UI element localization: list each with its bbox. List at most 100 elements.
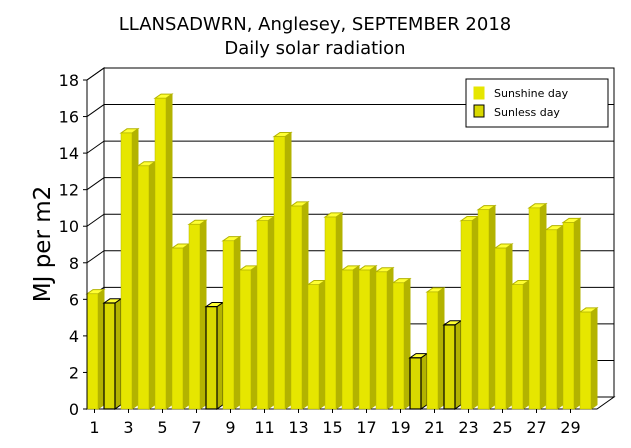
bar-side	[318, 279, 326, 410]
gridline-left	[86, 177, 105, 191]
bar-side	[250, 264, 258, 410]
bar-front	[222, 240, 235, 410]
bar-side	[97, 288, 105, 410]
bar-sunshine-day	[425, 286, 446, 410]
x-tick-label: 11	[254, 418, 274, 437]
legend-label-sunshine: Sunshine day	[494, 87, 569, 100]
bar-side	[403, 277, 411, 410]
y-tick-label: 18	[59, 71, 79, 90]
bar-sunshine-day	[221, 235, 242, 410]
bar-side	[454, 319, 462, 410]
bar-front	[324, 216, 337, 410]
legend-swatch-sunshine	[473, 86, 485, 100]
bar-side	[386, 266, 394, 410]
x-tick-label: 23	[458, 418, 478, 437]
bar-sunshine-day	[357, 264, 378, 410]
gridline-left	[86, 250, 105, 264]
bar-side	[284, 131, 292, 410]
bar-front	[460, 220, 473, 410]
bar-sunshine-day	[119, 127, 140, 410]
bar-sunshine-day	[136, 160, 157, 410]
bar-front	[545, 229, 558, 410]
legend-label-sunless: Sunless day	[494, 106, 560, 119]
bar-front	[86, 293, 99, 410]
bar-front	[528, 207, 541, 410]
bar-front	[154, 98, 167, 410]
bar-sunshine-day	[476, 204, 497, 410]
gridline-left	[86, 104, 105, 117]
bar-side	[148, 160, 156, 410]
legend-box	[465, 78, 609, 128]
bar-front	[341, 269, 354, 410]
bar-front	[409, 357, 422, 410]
bar-side	[165, 93, 173, 410]
bar-sunshine-day	[578, 306, 599, 410]
bar-front	[426, 291, 439, 410]
x-tick-label: 1	[89, 418, 99, 437]
x-tick-label: 13	[288, 418, 308, 437]
bar-front	[120, 132, 133, 410]
bar-sunshine-day	[391, 277, 412, 410]
y-tick-label: 0	[69, 400, 79, 419]
bar-sunless-day	[204, 301, 225, 410]
bar-side	[335, 211, 343, 410]
bar-front	[358, 269, 371, 410]
y-tick-label: 2	[69, 363, 79, 382]
bar-side	[233, 235, 241, 410]
gridline-left	[86, 67, 105, 81]
bar-front	[494, 247, 507, 410]
bar-side	[539, 202, 547, 410]
bar-sunshine-day	[493, 242, 514, 410]
bar-side	[573, 217, 581, 410]
bar-sunshine-day	[527, 202, 548, 410]
bar-sunless-day	[102, 297, 123, 410]
bar-sunshine-day	[544, 224, 565, 410]
bar-sunshine-day	[238, 264, 259, 410]
bar-sunless-day	[408, 352, 429, 410]
y-tick-label: 4	[69, 327, 79, 346]
bar-front	[256, 220, 269, 410]
bar-side	[471, 215, 479, 410]
bar-side	[352, 264, 360, 410]
x-tick-label: 19	[390, 418, 410, 437]
y-tick-label: 14	[59, 144, 79, 163]
bar-front	[392, 282, 405, 410]
bar-sunshine-day	[289, 200, 310, 410]
bar-side	[267, 215, 275, 410]
bar-sunshine-day	[340, 264, 361, 410]
x-tick-label: 21	[424, 418, 444, 437]
bar-sunshine-day	[272, 131, 293, 410]
bar-front	[477, 209, 490, 410]
bar-sunshine-day	[323, 211, 344, 410]
bar-front	[511, 284, 524, 410]
x-tick-label: 9	[225, 418, 235, 437]
bar-side	[488, 204, 496, 410]
bar-front	[307, 284, 320, 410]
bar-front	[205, 306, 218, 410]
x-tick-label: 5	[157, 418, 167, 437]
bar-front	[239, 269, 252, 410]
bar-sunless-day	[442, 319, 463, 410]
y-axis-label: MJ per m2	[30, 186, 56, 303]
bar-front	[188, 224, 201, 410]
bar-side	[199, 219, 207, 410]
x-tick-label: 27	[526, 418, 546, 437]
bar-sunshine-day	[561, 217, 582, 410]
y-tick-label: 16	[59, 108, 79, 127]
y-tick-label: 10	[59, 217, 79, 236]
y-tick-label: 6	[69, 290, 79, 309]
bar-side	[369, 264, 377, 410]
bar-sunshine-day	[187, 219, 208, 410]
bar-sunshine-day	[255, 215, 276, 410]
bar-front	[103, 302, 116, 410]
legend: Sunshine day Sunless day	[465, 78, 609, 128]
x-tick-label: 29	[560, 418, 580, 437]
chart-subtitle: Daily solar radiation	[224, 38, 405, 59]
bar-front	[273, 136, 286, 410]
bar-sunshine-day	[170, 242, 191, 410]
bar-sunshine-day	[306, 279, 327, 410]
bar-side	[505, 242, 513, 410]
bar-sunshine-day	[153, 93, 174, 410]
